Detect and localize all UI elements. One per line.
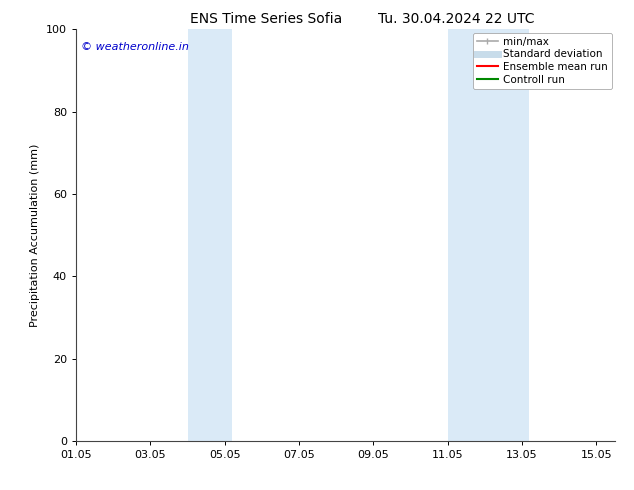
Bar: [188, 29, 232, 441]
Text: © weatheronline.in: © weatheronline.in: [81, 42, 190, 52]
Text: Tu. 30.04.2024 22 UTC: Tu. 30.04.2024 22 UTC: [378, 12, 534, 26]
Y-axis label: Precipitation Accumulation (mm): Precipitation Accumulation (mm): [30, 144, 41, 327]
Legend: min/max, Standard deviation, Ensemble mean run, Controll run: min/max, Standard deviation, Ensemble me…: [473, 32, 612, 89]
Bar: [448, 29, 529, 441]
Text: ENS Time Series Sofia: ENS Time Series Sofia: [190, 12, 342, 26]
